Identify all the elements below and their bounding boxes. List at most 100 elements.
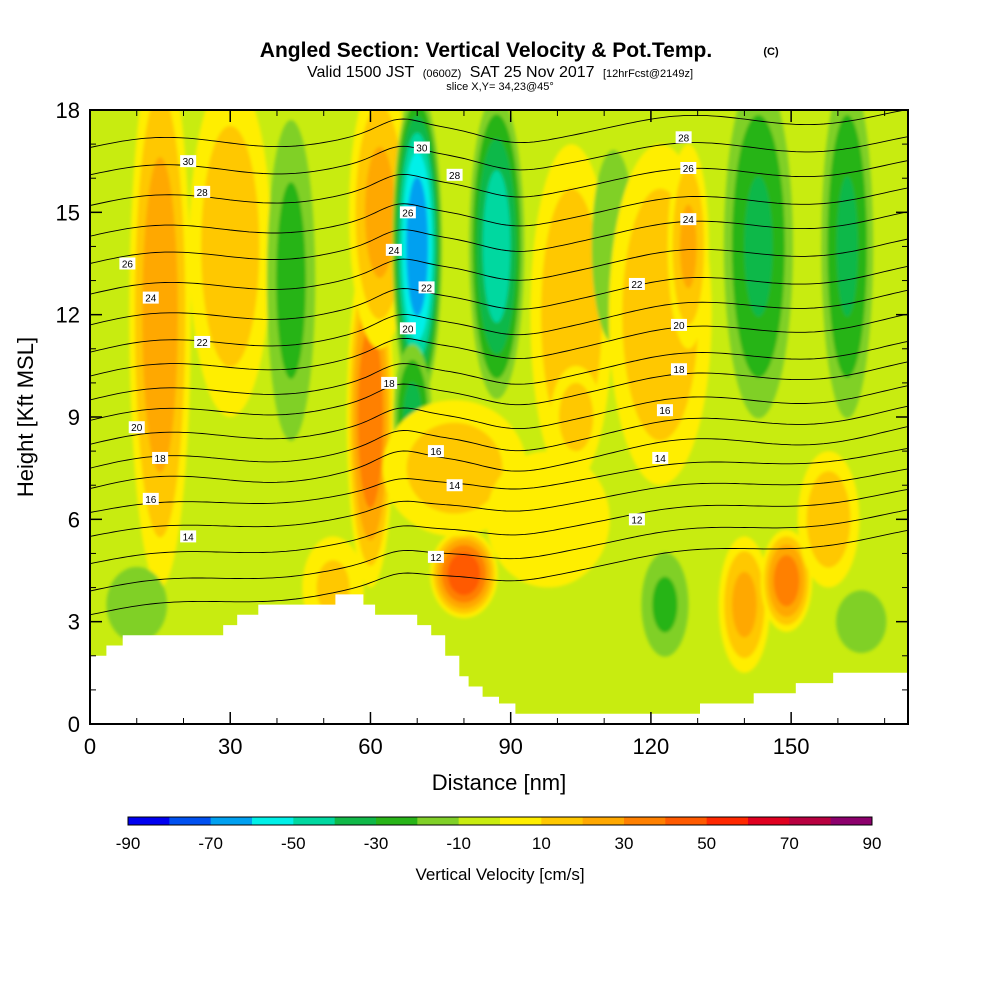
contour-label: 20 — [399, 322, 416, 335]
velocity-cell — [392, 110, 443, 405]
velocity-cell — [266, 120, 316, 442]
chart-title: Angled Section: Vertical Velocity & Pot.… — [260, 39, 712, 62]
contour-label: 24 — [680, 213, 697, 226]
velocity-band — [744, 176, 773, 317]
contour-label: 20 — [128, 421, 145, 434]
contour-label-text: 26 — [683, 164, 695, 175]
chart-title-unit: (C) — [763, 46, 779, 58]
velocity-cell — [106, 566, 168, 643]
isentrope-line — [90, 488, 908, 565]
velocity-cell — [667, 144, 709, 349]
y-tick-label: 6 — [68, 507, 80, 532]
velocity-cell — [129, 110, 191, 588]
isentrope-line — [90, 160, 908, 206]
y-axis-label: Height [Kft MSL] — [13, 337, 38, 497]
contour-label-text: 24 — [145, 294, 157, 305]
velocity-band — [773, 555, 800, 607]
contour-label: 12 — [628, 513, 645, 526]
contour-label: 18 — [381, 376, 398, 390]
isentrope-line — [90, 238, 908, 295]
isentrope-line — [90, 509, 908, 592]
colorbar-bin — [500, 817, 542, 825]
x-axis-label: Distance [nm] — [432, 770, 567, 795]
contour-label: 28 — [675, 131, 692, 144]
contour-label-text: 16 — [659, 406, 671, 417]
x-tick-label: 150 — [773, 734, 810, 759]
velocity-cell — [836, 590, 887, 653]
x-tick-label: 0 — [84, 734, 96, 759]
contour-label: 26 — [399, 206, 416, 219]
contour-label: 26 — [119, 257, 136, 271]
contour-label: 24 — [385, 243, 402, 257]
contour-label: 20 — [670, 318, 687, 332]
colorbar-bin — [417, 817, 460, 825]
isentrope-line — [90, 447, 908, 513]
isentrope-line — [90, 289, 908, 353]
velocity-band — [486, 451, 610, 588]
velocity-cell — [723, 110, 793, 419]
velocity-band — [406, 422, 503, 514]
isentrope-line — [90, 265, 908, 326]
colorbar-bin — [624, 817, 666, 825]
velocity-cell — [486, 451, 610, 588]
colorbar-frame — [127, 816, 873, 826]
contour-label-text: 12 — [430, 553, 442, 564]
contour-labels: 30 28 26 24 22 20 18 16 14 30 28 26 24 22 20 18 16 14 12 28… — [119, 131, 697, 564]
velocity-band — [652, 576, 678, 633]
contour-label-text: 20 — [673, 321, 685, 332]
valid-zulu: (0600Z) — [423, 68, 462, 80]
contour-label: 16 — [427, 445, 444, 458]
contour-label: 24 — [142, 291, 159, 305]
isentrope-line — [90, 426, 908, 490]
colorbar-bin — [582, 817, 625, 825]
contour-label-text: 28 — [449, 171, 461, 182]
isentropes — [90, 110, 908, 616]
contour-label: 14 — [652, 451, 669, 465]
colorbar-tick-label: 50 — [697, 834, 716, 853]
contour-label: 14 — [446, 479, 463, 492]
contour-label-text: 22 — [421, 283, 433, 294]
velocity-band — [142, 157, 178, 473]
y-tick-label: 9 — [68, 405, 80, 430]
velocity-cell — [760, 529, 813, 632]
x-tick-label: 60 — [358, 734, 382, 759]
contour-label: 30 — [180, 155, 197, 168]
colorbar-tick-label: 30 — [615, 834, 634, 853]
colorbar-bin — [376, 817, 418, 825]
colorbar-bin — [830, 817, 873, 825]
velocity-band — [732, 571, 757, 638]
velocity-band — [201, 125, 260, 368]
contour-label: 14 — [180, 530, 197, 543]
colorbar-tick-label: 70 — [780, 834, 799, 853]
velocity-band — [806, 471, 851, 568]
contour-label-text: 24 — [683, 215, 695, 226]
contour-label-text: 18 — [673, 365, 685, 376]
y-tick-label: 0 — [68, 712, 80, 737]
velocity-band — [406, 176, 429, 317]
contour-label-text: 28 — [678, 133, 690, 144]
colorbar-bin — [706, 817, 749, 825]
contour-label-text: 16 — [145, 495, 157, 506]
colorbar-label: Vertical Velocity [cm/s] — [415, 865, 584, 884]
isentrope-line — [90, 385, 908, 445]
terrain-mask — [90, 594, 908, 724]
velocity-band — [364, 146, 395, 278]
colorbar-bin — [789, 817, 832, 825]
isentrope-line — [90, 340, 908, 401]
colorbar-bin — [458, 817, 501, 825]
colorbar-bin — [252, 817, 294, 825]
contour-label-text: 22 — [197, 338, 209, 349]
velocity-cell — [821, 110, 874, 419]
contour-label: 16 — [142, 492, 159, 506]
x-tick-label: 120 — [633, 734, 670, 759]
colorbar-tick-label: -90 — [116, 834, 141, 853]
contour-label-text: 26 — [122, 260, 134, 271]
velocity-band — [106, 566, 168, 643]
contour-label-text: 14 — [183, 532, 195, 543]
contour-label: 18 — [152, 451, 169, 465]
contour-label-text: 28 — [197, 188, 209, 199]
colorbar-tick-label: -50 — [281, 834, 306, 853]
velocity-band — [482, 170, 511, 323]
contour-label-text: 20 — [131, 423, 143, 434]
